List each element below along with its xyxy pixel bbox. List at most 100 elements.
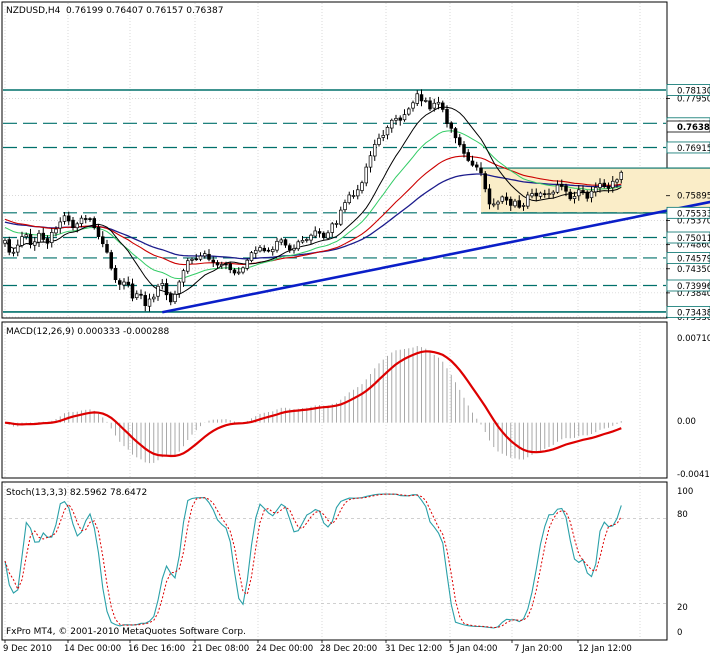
candle-body: [262, 247, 267, 252]
candle-body: [525, 194, 530, 207]
macd-label: MACD(12,26,9) 0.000333 -0.000288: [6, 327, 169, 337]
candle-body: [330, 223, 335, 233]
candle-body: [504, 196, 509, 201]
candle-body: [71, 219, 75, 228]
stoch-main-line: [4, 493, 622, 629]
candle-body: [360, 182, 364, 191]
candle-body: [364, 166, 369, 184]
level-tag: [666, 231, 710, 244]
candle-body: [207, 253, 211, 260]
x-tick-label: 28 Dec 20:00: [320, 644, 377, 654]
candle-body: [326, 232, 330, 239]
candle-body: [334, 223, 339, 225]
stoch-tick-0: 0: [677, 628, 682, 638]
level-tag-text: 0.74579: [677, 254, 710, 264]
candle-body: [20, 236, 24, 246]
candle-body: [347, 194, 352, 204]
candle-body: [122, 281, 126, 286]
candle-body: [283, 239, 288, 246]
candle-body: [300, 240, 305, 243]
candle-body: [436, 101, 441, 105]
candle-body: [394, 118, 398, 121]
stoch-tick-80: 80: [677, 510, 688, 520]
ma-red-line: [4, 155, 622, 266]
candle-body: [496, 201, 500, 205]
candle-body: [572, 196, 577, 199]
candle-body: [194, 258, 199, 261]
candle-body: [7, 239, 11, 253]
candle-body: [576, 189, 581, 197]
candle-body: [237, 271, 241, 274]
candle-body: [54, 228, 58, 234]
candle-body: [479, 167, 483, 174]
candle-body: [351, 195, 356, 197]
candle-body: [258, 247, 262, 252]
candle-body: [462, 144, 466, 154]
candle-body: [449, 122, 454, 129]
candle-body: [41, 232, 45, 240]
candle-body: [534, 192, 538, 197]
candle-body: [164, 283, 169, 296]
candle-body: [402, 114, 407, 121]
candle-body: [407, 108, 411, 115]
x-tick-label: 31 Dec 12:00: [385, 644, 442, 654]
candle-body: [610, 180, 615, 189]
candle-body: [220, 264, 224, 267]
candle-body: [130, 283, 135, 299]
candle-body: [339, 209, 343, 225]
candle-body: [24, 234, 29, 238]
candle-body: [96, 226, 101, 237]
trendline[interactable]: [161, 158, 710, 314]
candle-body: [292, 248, 296, 251]
stoch-pane[interactable]: [1, 481, 668, 641]
candle-body: [190, 258, 194, 261]
candle-body: [147, 298, 152, 307]
candles-series: [3, 89, 623, 312]
candle-body: [453, 128, 458, 139]
macd-tick-top: 0.00710: [677, 334, 710, 344]
candle-body: [343, 202, 347, 211]
price-tick-label: 0.73840: [677, 289, 710, 299]
candle-body: [58, 221, 62, 229]
level-tag-text: 0.78130: [677, 87, 710, 97]
candle-body: [49, 232, 54, 243]
candle-body: [593, 187, 598, 193]
price-tick-label: 0.75895: [677, 192, 710, 202]
candle-body: [296, 241, 301, 250]
level-tag: [666, 305, 710, 318]
level-tag-text: 0.73996: [677, 282, 710, 292]
main-pane[interactable]: [1, 1, 668, 319]
candle-body: [322, 232, 326, 238]
candle-body: [547, 193, 551, 195]
candle-body: [517, 200, 521, 208]
candle-body: [419, 94, 424, 102]
candle-body: [113, 267, 118, 280]
copyright-text: FxPro MT4, © 2001-2010 MetaQuotes Softwa…: [6, 627, 246, 637]
candle-body: [381, 135, 386, 138]
candle-body: [373, 144, 377, 157]
current-price-tag: [666, 120, 710, 133]
candle-body: [173, 293, 177, 303]
level-tag-text: 0.73438: [677, 308, 710, 318]
candle-body: [602, 182, 606, 187]
macd-signal-line: [4, 350, 622, 458]
price-tick-label: 0.73330: [677, 313, 710, 323]
candle-body: [428, 100, 432, 110]
macd-tick-bottom: -0.00417: [677, 470, 710, 480]
candle-body: [88, 218, 92, 220]
x-tick-label: 12 Jan 12:00: [578, 644, 632, 654]
macd-pane[interactable]: [1, 321, 668, 479]
candle-body: [559, 184, 564, 187]
level-tag: [666, 279, 710, 292]
candle-body: [415, 93, 420, 104]
candle-body: [66, 215, 71, 222]
candle-body: [32, 241, 37, 246]
level-tag-text: 0.75533: [677, 209, 710, 219]
candle-body: [45, 238, 50, 244]
candle-body: [615, 179, 619, 183]
candle-body: [160, 283, 165, 286]
candle-body: [483, 173, 488, 190]
candle-body: [3, 240, 7, 244]
x-tick-label: 24 Dec 00:00: [256, 644, 313, 654]
